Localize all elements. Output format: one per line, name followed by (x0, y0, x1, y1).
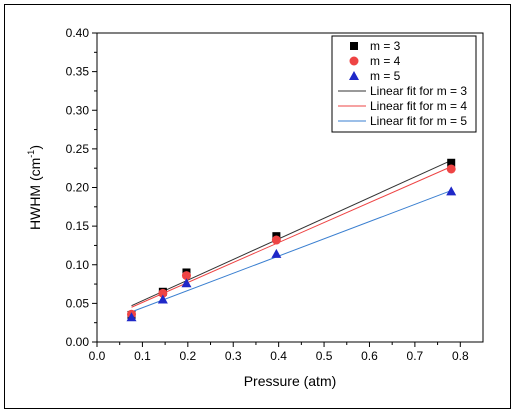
y-tick-label: 0.05 (66, 296, 90, 310)
x-tick-label: 0.4 (270, 349, 287, 363)
data-point (446, 186, 457, 196)
fit-line (131, 190, 452, 313)
y-tick-label: 0.25 (66, 142, 90, 156)
y-tick-label: 0.00 (66, 335, 90, 349)
legend-label: m = 3 (370, 39, 401, 53)
y-tick-label: 0.15 (66, 219, 90, 233)
x-tick-label: 0.1 (134, 349, 151, 363)
data-point (158, 288, 168, 298)
data-points (126, 158, 457, 322)
legend-label: Linear fit for m = 3 (370, 84, 467, 98)
data-point (181, 278, 192, 288)
x-tick-label: 0.0 (89, 349, 106, 363)
x-axis-title: Pressure (atm) (244, 373, 337, 389)
data-point (271, 235, 281, 245)
data-point (181, 271, 191, 281)
legend-label: m = 4 (370, 54, 401, 68)
fit-lines (131, 160, 452, 313)
x-tick-label: 0.8 (452, 349, 469, 363)
data-point (271, 248, 282, 258)
fit-line (131, 166, 452, 308)
x-tick-label: 0.3 (225, 349, 242, 363)
y-tick-label: 0.20 (66, 181, 90, 195)
legend-marker (350, 42, 358, 50)
x-tick-label: 0.6 (361, 349, 378, 363)
legend-label: m = 5 (370, 69, 401, 83)
y-tick-label: 0.30 (66, 103, 90, 117)
y-tick-label: 0.35 (66, 65, 90, 79)
x-axis: 0.0 0.1 0.2 0.3 0.4 0.5 0.6 0.7 0.8 (89, 342, 469, 363)
legend-label: Linear fit for m = 4 (370, 99, 467, 113)
y-axis: 0.00 0.05 0.10 0.15 0.20 0.25 0.30 0.35 0.40 (66, 26, 97, 349)
x-tick-label: 0.7 (407, 349, 424, 363)
y-axis-title-close: ) (27, 145, 43, 150)
legend-marker (349, 71, 359, 80)
fit-line (131, 160, 452, 307)
x-tick-label: 0.2 (179, 349, 196, 363)
y-tick-label: 0.10 (66, 258, 90, 272)
legend-box (331, 35, 477, 133)
y-axis-title-superscript: -1 (26, 150, 36, 158)
legend-label: Linear fit for m = 5 (370, 114, 467, 128)
data-point (447, 158, 456, 167)
y-axis-title: HWHM (cm-1) (26, 145, 43, 230)
legend-marker (349, 56, 359, 66)
data-point (126, 312, 137, 322)
data-point (157, 294, 168, 304)
x-tick-label: 0.5 (316, 349, 333, 363)
y-tick-label: 0.40 (66, 26, 90, 40)
y-axis-title-main: HWHM (cm (27, 158, 43, 230)
data-point (446, 164, 456, 174)
